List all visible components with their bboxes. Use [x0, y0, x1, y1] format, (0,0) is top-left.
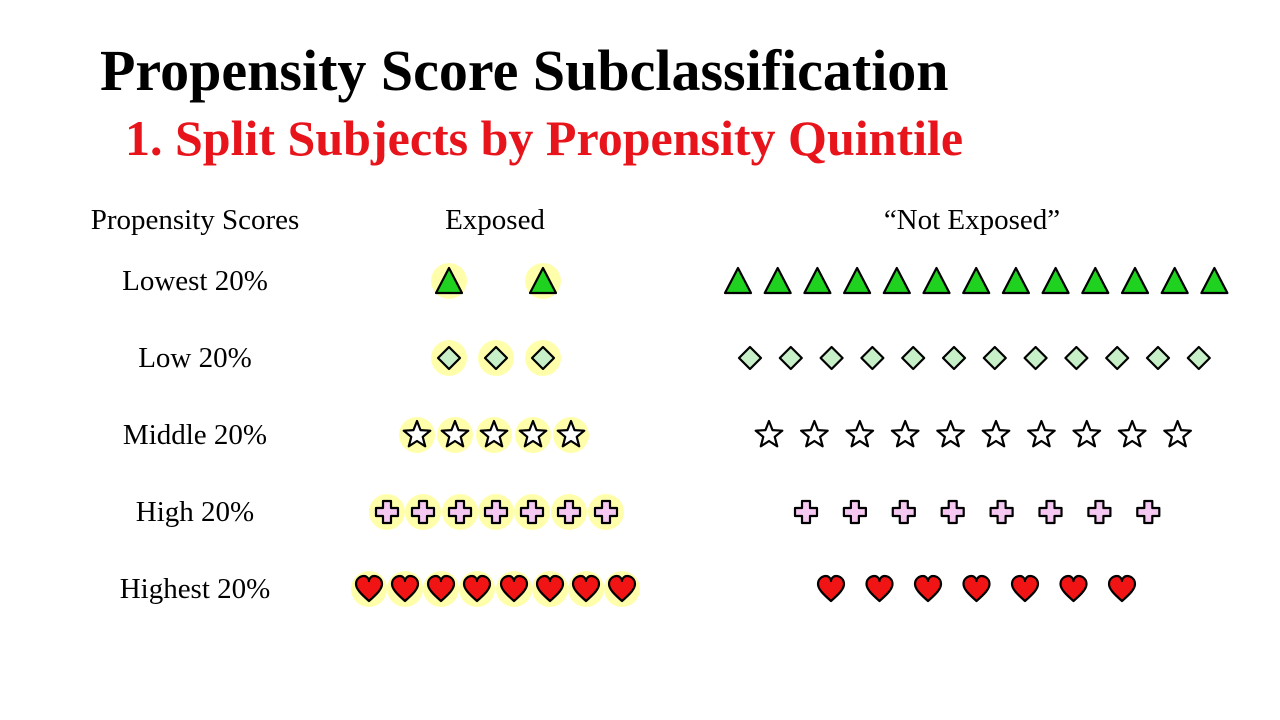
quintile-label: Middle 20%	[122, 419, 268, 451]
exposed-cross-icon	[478, 494, 514, 530]
not-exposed-triangle-icon	[882, 266, 911, 295]
quintile-markers	[431, 340, 1211, 376]
exposed-diamond-icon	[431, 340, 467, 376]
not-exposed-heart-icon	[1059, 574, 1088, 603]
exposed-cross-icon	[514, 494, 550, 530]
exposed-cross-icon	[588, 494, 624, 530]
not-exposed-triangle-icon	[1041, 266, 1070, 295]
not-exposed-star-icon	[1117, 419, 1147, 448]
exposed-triangle-icon	[431, 263, 467, 299]
not-exposed-heart-icon	[816, 574, 846, 603]
quintile-label: Highest 20%	[119, 573, 271, 605]
quintile-row-highest: Highest 20%	[0, 559, 1280, 619]
not-exposed-star-icon	[936, 419, 966, 448]
not-exposed-diamond-icon	[1186, 345, 1211, 371]
exposed-triangle-icon	[525, 263, 561, 299]
not-exposed-triangle-icon	[1160, 266, 1189, 295]
not-exposed-triangle-icon	[803, 266, 832, 295]
exposed-cross-icon	[369, 494, 405, 530]
not-exposed-star-icon	[1026, 419, 1056, 448]
not-exposed-heart-icon	[1107, 574, 1137, 603]
exposed-heart-icon	[459, 571, 495, 607]
not-exposed-cross-icon	[940, 499, 965, 525]
exposed-heart-icon	[423, 571, 459, 607]
not-exposed-cross-icon	[1087, 499, 1112, 525]
exposed-heart-icon	[496, 571, 532, 607]
slide-subtitle: 1. Split Subjects by Propensity Quintile	[125, 110, 964, 166]
not-exposed-star-icon	[1163, 419, 1193, 448]
quintile-row-lowest: Lowest 20%	[0, 251, 1280, 311]
not-exposed-star-icon	[1072, 419, 1102, 448]
not-exposed-triangle-icon	[922, 266, 951, 295]
quintile-markers	[369, 494, 1161, 530]
not-exposed-star-icon	[754, 419, 784, 448]
not-exposed-triangle-icon	[763, 266, 792, 295]
not-exposed-triangle-icon	[1200, 266, 1229, 295]
exposed-star-icon	[515, 417, 551, 453]
quintile-label: Low 20%	[138, 342, 252, 374]
not-exposed-diamond-icon	[901, 345, 926, 371]
not-exposed-triangle-icon	[842, 266, 872, 295]
not-exposed-triangle-icon	[1081, 266, 1110, 295]
not-exposed-cross-icon	[842, 499, 868, 525]
header-not-exposed: “Not Exposed”	[883, 204, 1061, 236]
exposed-diamond-icon	[478, 340, 514, 376]
quintile-row-high: High 20%	[0, 482, 1280, 542]
not-exposed-diamond-icon	[982, 345, 1007, 371]
not-exposed-diamond-icon	[941, 345, 967, 371]
exposed-cross-icon	[442, 494, 478, 530]
not-exposed-triangle-icon	[1120, 266, 1150, 295]
exposed-star-icon	[553, 417, 589, 453]
exposed-cross-icon	[405, 494, 441, 530]
not-exposed-diamond-icon	[1064, 345, 1089, 371]
not-exposed-triangle-icon	[723, 266, 753, 295]
not-exposed-diamond-icon	[1145, 345, 1171, 371]
exposed-heart-icon	[387, 571, 423, 607]
not-exposed-star-icon	[890, 419, 920, 448]
not-exposed-diamond-icon	[819, 345, 844, 371]
quintile-markers	[431, 263, 1229, 299]
exposed-star-icon	[399, 417, 435, 453]
not-exposed-diamond-icon	[737, 345, 763, 371]
not-exposed-star-icon	[981, 419, 1011, 448]
exposed-heart-icon	[568, 571, 604, 607]
not-exposed-heart-icon	[1010, 574, 1040, 603]
header-propensity-scores: Propensity Scores	[90, 204, 300, 236]
not-exposed-heart-icon	[865, 574, 894, 603]
header-exposed: Exposed	[445, 204, 545, 236]
quintile-markers	[351, 571, 1137, 607]
quintile-label: Lowest 20%	[122, 265, 268, 297]
not-exposed-heart-icon	[913, 574, 943, 603]
not-exposed-cross-icon	[793, 499, 819, 525]
quintile-markers	[399, 417, 1193, 453]
exposed-heart-icon	[532, 571, 568, 607]
quintile-row-middle: Middle 20%	[0, 405, 1280, 465]
exposed-heart-icon	[604, 571, 640, 607]
not-exposed-diamond-icon	[1105, 345, 1130, 371]
not-exposed-triangle-icon	[962, 266, 991, 295]
not-exposed-triangle-icon	[1001, 266, 1031, 295]
not-exposed-diamond-icon	[1023, 345, 1048, 371]
exposed-diamond-icon	[525, 340, 561, 376]
slide-title: Propensity Score Subclassification	[100, 38, 949, 103]
not-exposed-cross-icon	[989, 499, 1014, 525]
quintile-row-low: Low 20%	[0, 328, 1280, 388]
not-exposed-cross-icon	[1136, 499, 1161, 525]
exposed-cross-icon	[551, 494, 587, 530]
not-exposed-heart-icon	[962, 574, 991, 603]
exposed-heart-icon	[351, 571, 387, 607]
not-exposed-diamond-icon	[860, 345, 885, 371]
exposed-star-icon	[437, 417, 473, 453]
not-exposed-diamond-icon	[778, 345, 803, 371]
not-exposed-star-icon	[845, 419, 875, 448]
not-exposed-star-icon	[799, 419, 829, 448]
not-exposed-cross-icon	[1038, 499, 1063, 525]
quintile-label: High 20%	[135, 496, 255, 528]
exposed-star-icon	[476, 417, 512, 453]
not-exposed-cross-icon	[891, 499, 916, 525]
